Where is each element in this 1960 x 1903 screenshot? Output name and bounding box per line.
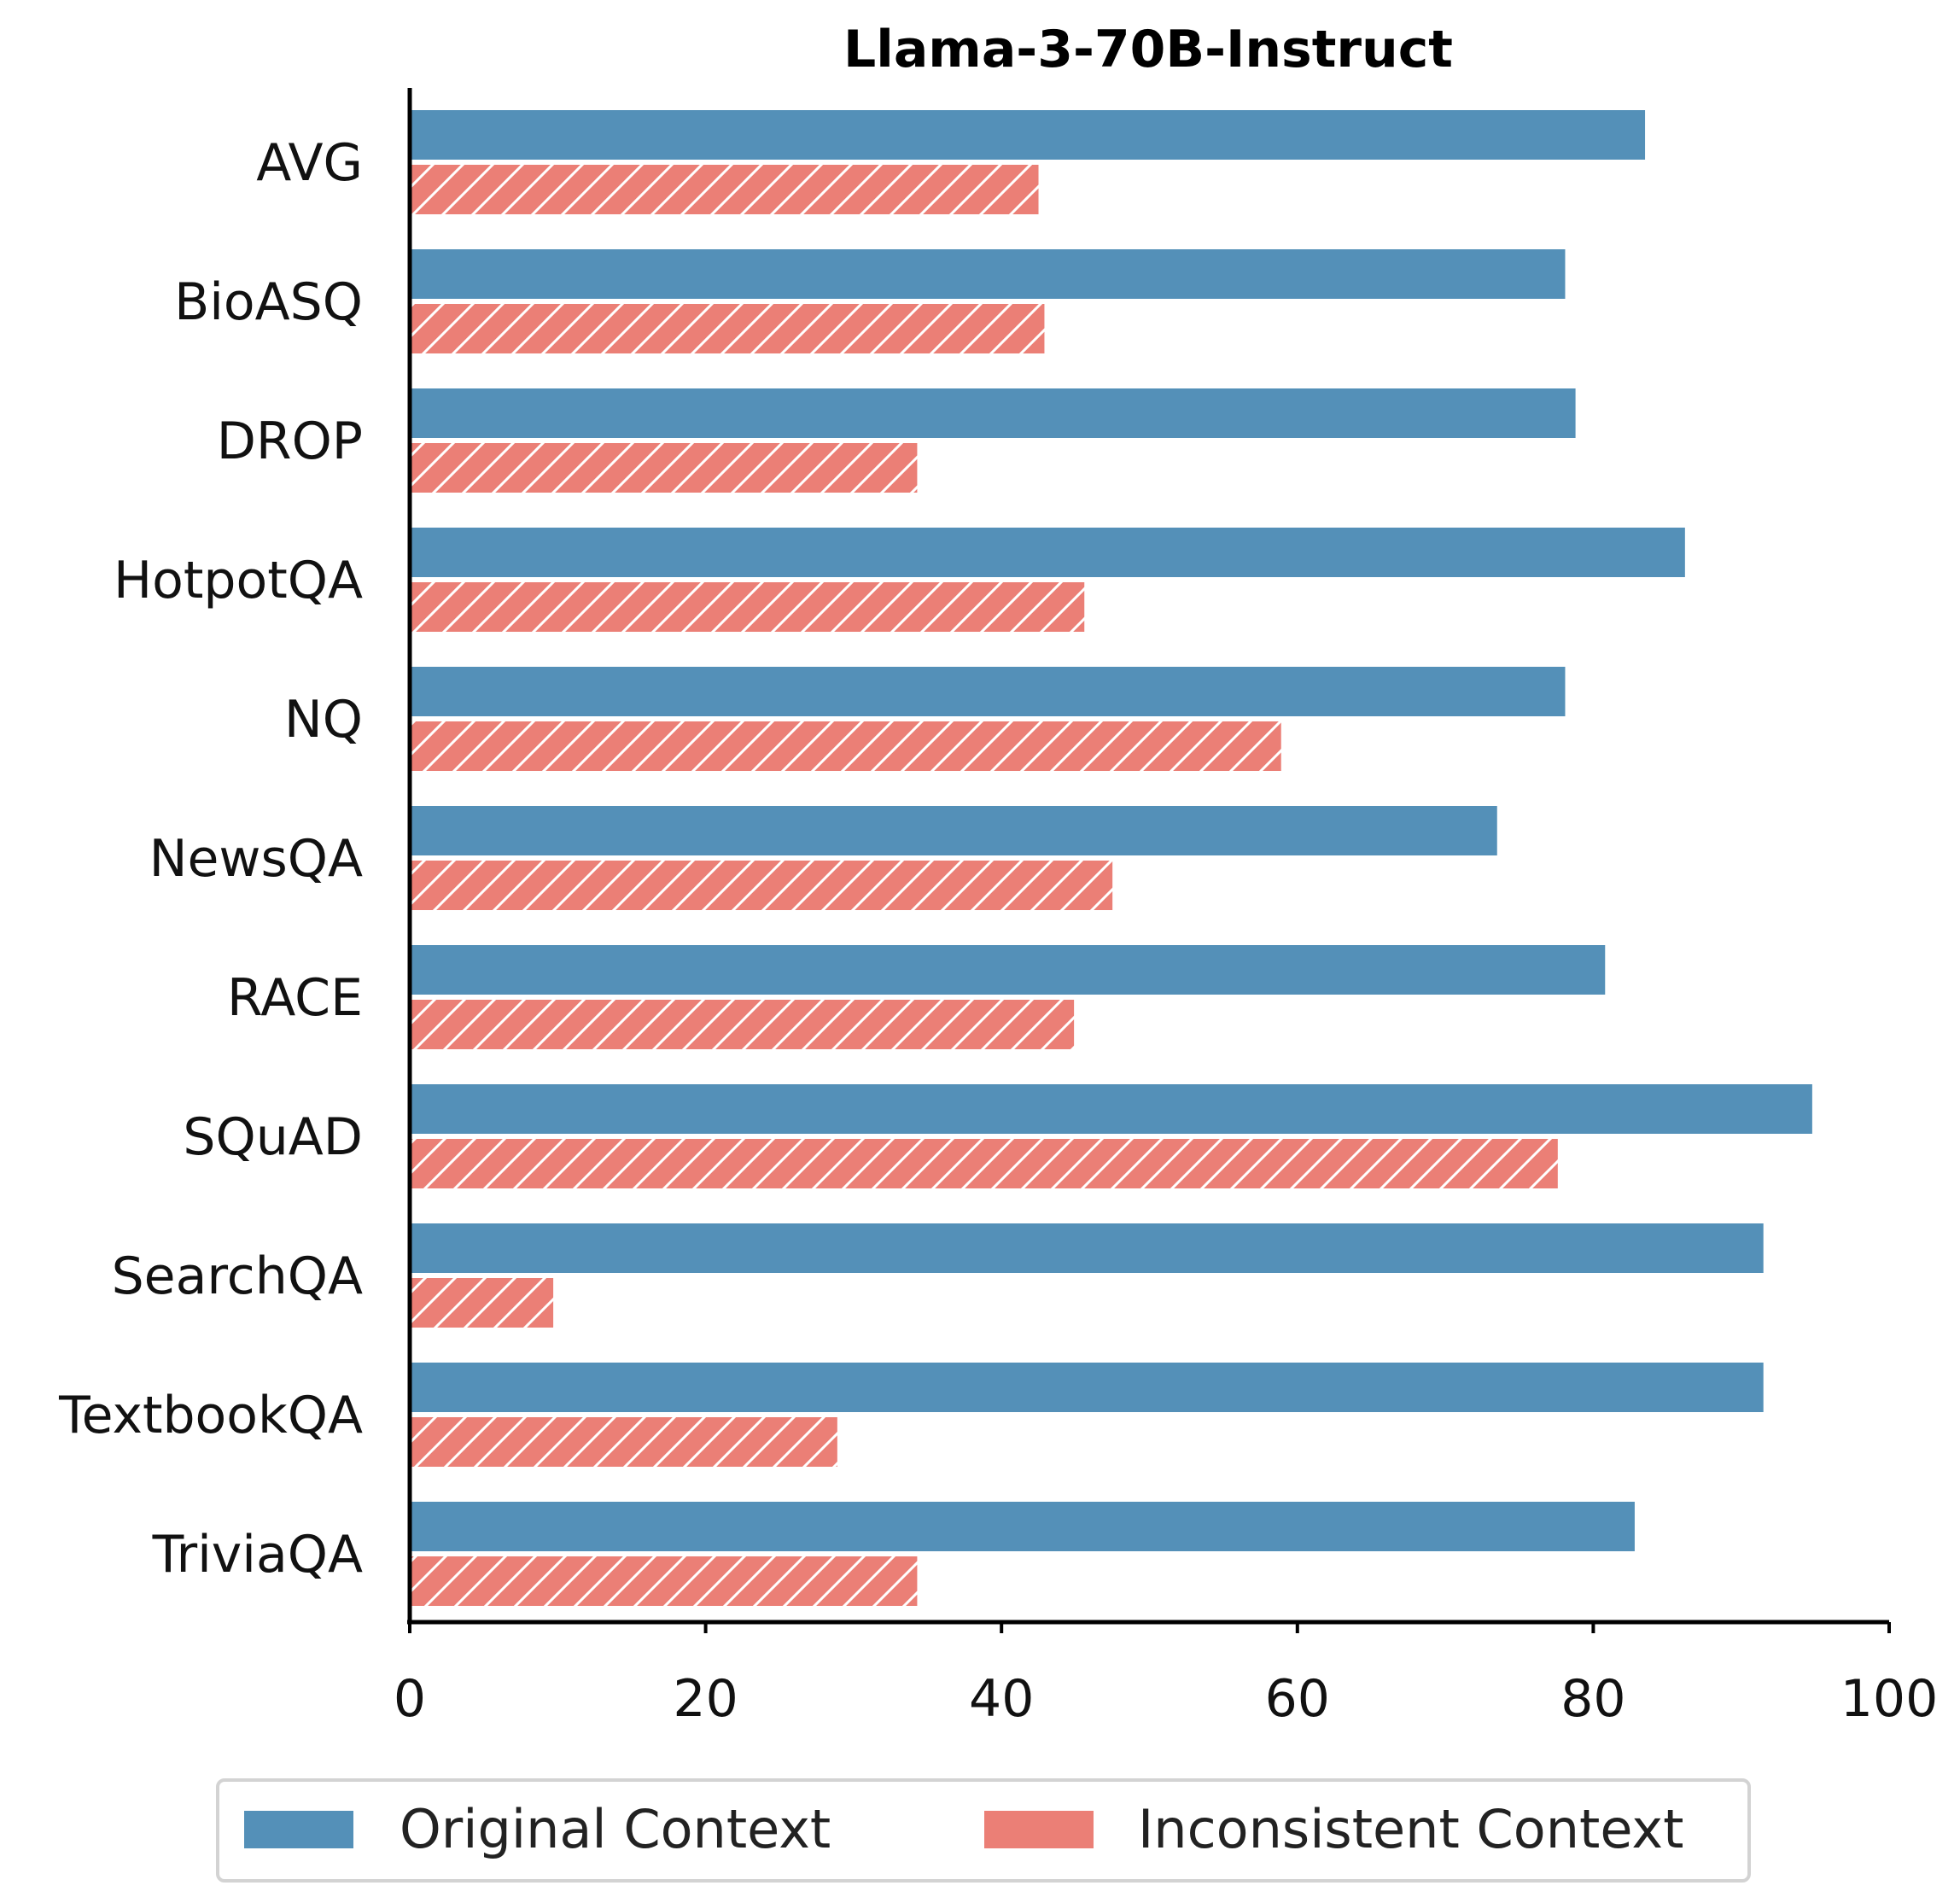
legend-label-original: Original Context (400, 1798, 831, 1860)
y-tick-labels: AVG BioASQ DROP HotpotQA NQ NewsQA RACE SQuAD Se… (58, 133, 363, 1585)
x-axis-ticks: 0 20 40 60 80 100 (394, 1622, 1938, 1729)
bar-inconsistent-context-bioasq (410, 304, 1045, 353)
y-tick-label-hotpotqa: HotpotQA (114, 551, 363, 610)
bars-group (410, 110, 1812, 1606)
bar-inconsistent-context-searchqa (410, 1278, 554, 1328)
y-tick-label-avg: AVG (256, 133, 363, 193)
y-tick-label-searchqa: SearchQA (112, 1246, 363, 1306)
chart-title: Llama-3-70B-Instruct (843, 20, 1453, 79)
x-tick-label-0: 0 (394, 1669, 426, 1729)
y-tick-label-triviaqa: TriviaQA (152, 1525, 363, 1585)
bar-original-context-searchqa (410, 1223, 1764, 1273)
bar-original-context-hotpotqa (410, 528, 1685, 577)
y-tick-label-race: RACE (227, 968, 363, 1028)
bar-inconsistent-context-hotpotqa (410, 582, 1085, 632)
y-tick-label-nq: NQ (284, 690, 363, 750)
bar-original-context-avg (410, 110, 1646, 160)
bar-original-context-newsqa (410, 806, 1497, 855)
bar-inconsistent-context-avg (410, 165, 1039, 214)
y-tick-label-squad: SQuAD (183, 1107, 363, 1167)
x-tick-label-20: 20 (673, 1669, 738, 1729)
bar-original-context-squad (410, 1084, 1812, 1134)
legend-swatch-original (244, 1811, 353, 1848)
bar-inconsistent-context-drop (410, 443, 918, 493)
y-tick-label-drop: DROP (217, 412, 363, 471)
x-tick-label-60: 60 (1265, 1669, 1330, 1729)
y-tick-label-bioasq: BioASQ (174, 272, 363, 332)
bar-inconsistent-context-race (410, 1000, 1075, 1049)
bar-inconsistent-context-squad (410, 1139, 1558, 1188)
bar-original-context-nq (410, 667, 1566, 716)
y-tick-label-textbookqa: TextbookQA (58, 1386, 363, 1445)
bar-inconsistent-context-triviaqa (410, 1556, 918, 1606)
bar-original-context-bioasq (410, 249, 1566, 299)
x-tick-label-40: 40 (969, 1669, 1034, 1729)
legend-frame (216, 1778, 1751, 1883)
bar-original-context-race (410, 945, 1606, 995)
bar-original-context-triviaqa (410, 1502, 1635, 1551)
legend: Original Context Inconsistent Context (216, 1778, 1751, 1883)
x-tick-label-100: 100 (1840, 1669, 1939, 1729)
x-tick-label-80: 80 (1560, 1669, 1625, 1729)
legend-label-inconsistent: Inconsistent Context (1138, 1798, 1683, 1860)
legend-swatch-inconsistent (984, 1811, 1094, 1848)
bar-inconsistent-context-nq (410, 721, 1281, 771)
bar-inconsistent-context-newsqa (410, 861, 1113, 910)
bar-original-context-drop (410, 388, 1576, 438)
bar-inconsistent-context-textbookqa (410, 1417, 837, 1467)
bar-original-context-textbookqa (410, 1363, 1764, 1412)
y-tick-label-newsqa: NewsQA (149, 829, 363, 889)
